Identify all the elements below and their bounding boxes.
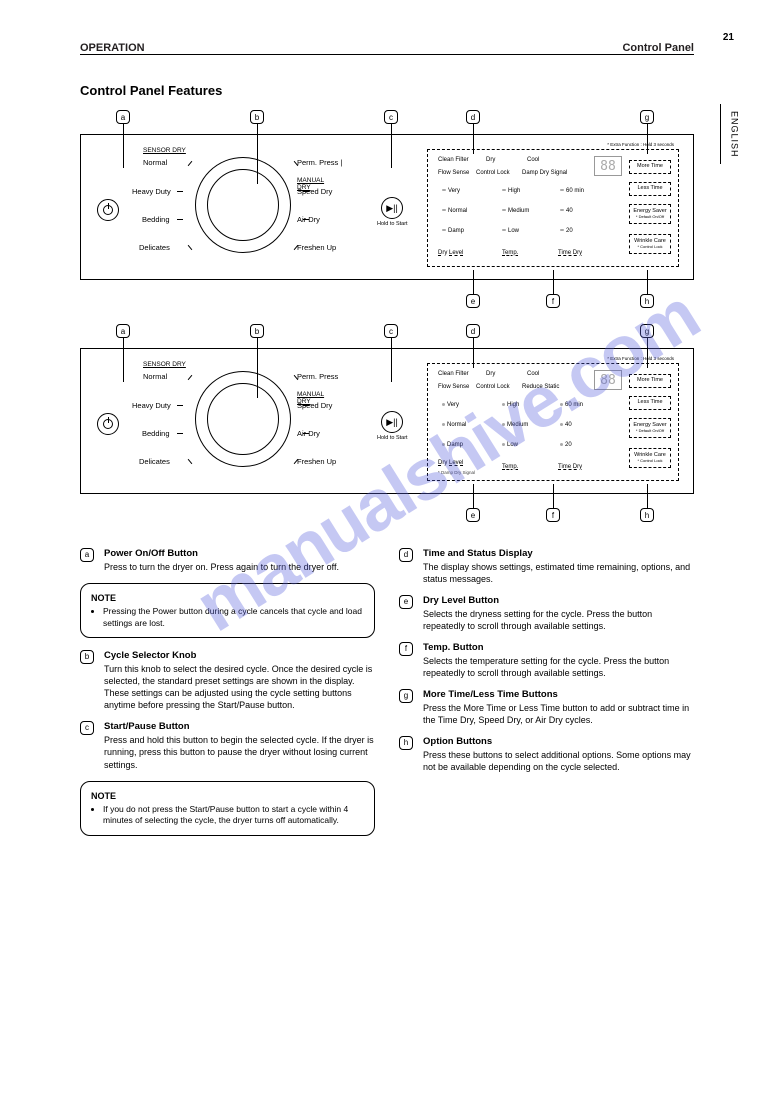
desc-a: a Power On/Off Button Press to turn the … [80,548,375,573]
timedry-button[interactable]: Time Dry [558,464,582,470]
cycle-bedding: Bedding [142,215,170,224]
callout-h: h [640,294,654,308]
page-number: 21 [723,32,734,43]
cycle-dial-knob[interactable] [207,169,279,241]
display-panel-2: * Extra Function : Hold 3 seconds 88 Cle… [427,363,679,481]
more-time-button[interactable]: More Time [629,160,671,174]
cycle-heavyduty: Heavy Duty [132,187,171,196]
start-pause-button[interactable]: ▶|| [381,411,403,433]
language-tab: ENGLISH [720,104,748,164]
cycle-permpress: Perm. Press | [297,158,342,167]
callout-g: g [640,110,654,124]
energy-saver-button[interactable]: Energy Saver * Default On/Off [629,418,671,438]
start-pause-button[interactable]: ▶|| [381,197,403,219]
dry-level-button[interactable]: Dry Level [438,460,463,466]
cycle-normal: Normal [143,158,167,167]
callout-e: e [466,294,480,308]
control-panel-1: SENSOR DRY MANUAL DRY Normal Heavy Duty … [80,134,694,280]
desc-e: e Dry Level Button Selects the dryness s… [399,595,694,632]
callout-c2: c [384,324,398,338]
timedry-button[interactable]: Time Dry [558,250,582,256]
power-button[interactable] [97,199,119,221]
display-panel: * Extra Function : Hold 3 seconds 88 Cle… [427,149,679,267]
header-row: OPERATION Control Panel [80,42,694,54]
cycle-delicates: Delicates [139,243,170,252]
callout-d: d [466,110,480,124]
desc-b: b Cycle Selector Knob Turn this knob to … [80,650,375,711]
desc-h: h Option Buttons Press these buttons to … [399,736,694,773]
cycle-freshenup: Freshen Up [297,243,336,252]
callout-b: b [250,110,264,124]
callout-row-top-2: a b c d g [80,324,694,342]
more-time-button[interactable]: More Time [629,374,671,388]
segment-display: 88 [594,156,622,176]
temp-button[interactable]: Temp. [502,464,518,470]
desc-g: g More Time/Less Time Buttons Press the … [399,689,694,726]
less-time-button[interactable]: Less Time [629,182,671,196]
callout-row-bot-2: e f h [80,496,694,528]
callout-row-bot-1: e f h [80,282,694,314]
power-button[interactable] [97,413,119,435]
wrinkle-care-button[interactable]: Wrinkle Care * Control Lock [629,234,671,254]
temp-button[interactable]: Temp. [502,250,518,256]
callout-f: f [546,294,560,308]
callout-c: c [384,110,398,124]
desc-c: c Start/Pause Button Press and hold this… [80,721,375,770]
start-sublabel: Hold to Start [377,221,408,227]
note-box-2: NOTE If you do not press the Start/Pause… [80,781,375,836]
energy-saver-button[interactable]: Energy Saver * Default On/Off [629,204,671,224]
note-box-1: NOTE Pressing the Power button during a … [80,583,375,638]
callout-d2: d [466,324,480,338]
control-panel-2: SENSOR DRY MANUAL DRY Normal Heavy Duty … [80,348,694,494]
callout-a2: a [116,324,130,338]
dry-level-button[interactable]: Dry Level [438,250,463,256]
desc-f: f Temp. Button Selects the temperature s… [399,642,694,679]
section-title: Control Panel Features [80,83,694,98]
sensor-dry-label: SENSOR DRY [143,147,186,154]
callout-a: a [116,110,130,124]
callout-g2: g [640,324,654,338]
desc-d: d Time and Status Display The display sh… [399,548,694,585]
callout-row-top-1: a b c d g [80,110,694,128]
header-section: OPERATION [80,42,145,54]
header-title: Control Panel [622,42,694,54]
callout-b2: b [250,324,264,338]
cycle-dial-knob[interactable] [207,383,279,455]
wrinkle-care-button[interactable]: Wrinkle Care * Control Lock [629,448,671,468]
less-time-button[interactable]: Less Time [629,396,671,410]
